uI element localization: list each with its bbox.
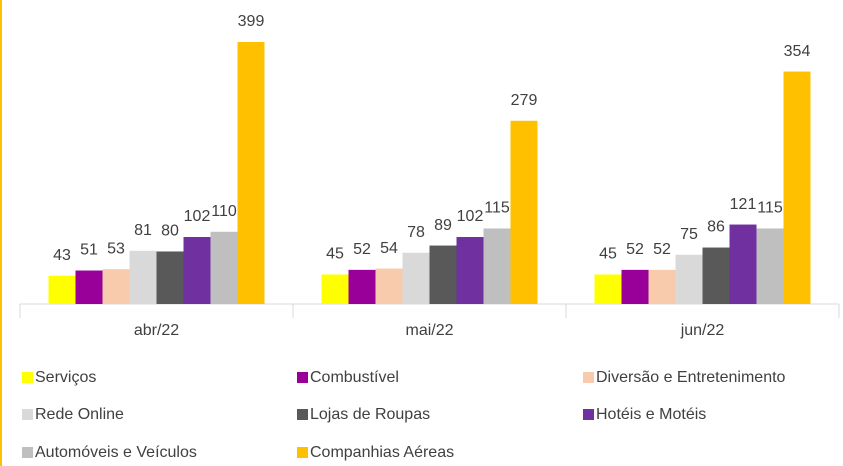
value-label: 80 — [161, 223, 179, 240]
bar — [648, 269, 676, 304]
value-label: 89 — [434, 217, 452, 234]
bar — [321, 274, 349, 304]
bar — [348, 269, 376, 304]
value-label: 45 — [599, 246, 617, 263]
bar — [456, 237, 484, 304]
value-label: 102 — [184, 208, 211, 225]
value-label: 121 — [730, 196, 757, 213]
legend-label: Serviços — [35, 369, 96, 386]
value-label: 115 — [484, 200, 510, 217]
value-label: 75 — [680, 226, 698, 243]
value-label: 52 — [626, 241, 644, 258]
legend-label: Automóveis e Veículos — [35, 444, 197, 461]
bar — [702, 247, 730, 304]
bar — [48, 275, 76, 304]
legend-label: Diversão e Entretenimento — [596, 369, 786, 386]
bar — [102, 269, 130, 304]
legend-swatch — [22, 409, 33, 420]
value-label: 279 — [511, 92, 538, 109]
value-label: 110 — [211, 203, 237, 220]
value-label: 78 — [407, 224, 425, 241]
bar — [210, 231, 238, 304]
legend-label: Combustível — [310, 369, 399, 386]
bar — [402, 252, 430, 304]
value-label: 102 — [457, 208, 484, 225]
legend-swatch — [22, 372, 33, 383]
value-label: 43 — [53, 247, 71, 264]
legend-label: Companhias Aéreas — [310, 444, 454, 461]
value-label: 54 — [380, 240, 398, 257]
legend-swatch — [297, 409, 308, 420]
value-label: 45 — [326, 246, 344, 263]
bar — [375, 268, 403, 304]
bar — [675, 254, 703, 304]
bar — [594, 274, 622, 304]
x-tick-label: abr/22 — [134, 322, 179, 339]
value-label: 354 — [784, 43, 811, 60]
bar — [621, 269, 649, 304]
value-label: 51 — [80, 242, 98, 259]
left-border — [0, 0, 2, 466]
bar — [483, 228, 511, 304]
value-label: 52 — [653, 241, 671, 258]
bar — [75, 270, 103, 304]
bar — [510, 120, 538, 304]
bar — [183, 237, 211, 304]
value-label: 115 — [757, 200, 783, 217]
x-tick-label: mai/22 — [405, 322, 453, 339]
legend-swatch — [22, 447, 33, 458]
bar — [783, 71, 811, 304]
legend-swatch — [297, 447, 308, 458]
value-label: 52 — [353, 241, 371, 258]
legend-label: Rede Online — [35, 406, 124, 423]
bar — [756, 228, 784, 304]
legend-swatch — [297, 372, 308, 383]
value-label: 86 — [707, 219, 725, 236]
value-label: 53 — [107, 240, 125, 257]
legend-swatch — [583, 372, 594, 383]
bar — [237, 42, 265, 304]
bar — [429, 245, 457, 304]
legend-label: Hotéis e Motéis — [596, 406, 706, 423]
value-label: 81 — [134, 222, 152, 239]
bar — [729, 224, 757, 304]
legend-label: Lojas de Roupas — [310, 406, 430, 423]
value-label: 399 — [238, 13, 265, 30]
bar — [156, 251, 184, 304]
x-tick-label: jun/22 — [680, 322, 725, 339]
bar — [129, 250, 157, 304]
legend-swatch — [583, 409, 594, 420]
